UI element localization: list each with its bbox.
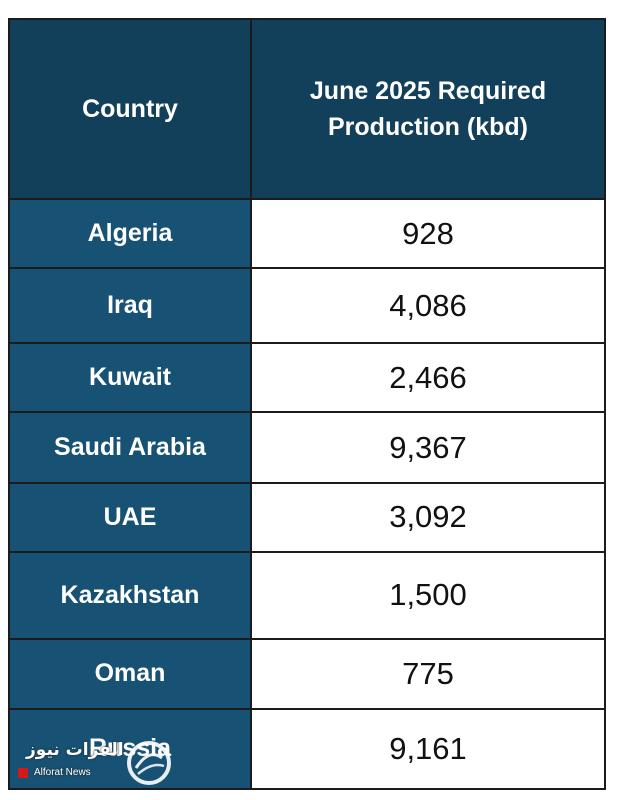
- production-value-cell: 1,500: [250, 550, 606, 640]
- production-value-cell: 928: [250, 198, 606, 270]
- production-column-header: June 2025 Required Production (kbd): [250, 17, 606, 201]
- country-header-label: Country: [82, 94, 178, 123]
- country-cell: Algeria: [8, 198, 252, 270]
- production-value-cell: 9,161: [250, 707, 606, 791]
- production-value-cell: 2,466: [250, 342, 606, 414]
- country-cell: Oman: [8, 637, 252, 710]
- production-value-cell: 4,086: [250, 267, 606, 345]
- production-header-line1: June 2025 Required: [309, 76, 547, 105]
- country-cell: Kazakhstan: [8, 550, 252, 640]
- country-cell: Saudi Arabia: [8, 411, 252, 484]
- production-table: Country June 2025 Required Production (k…: [8, 17, 606, 791]
- country-cell: Kuwait: [8, 342, 252, 414]
- country-column-header: Country: [8, 17, 252, 201]
- table-row: Iraq 4,086: [8, 267, 606, 345]
- country-cell: UAE: [8, 481, 252, 553]
- country-cell: Russia: [8, 707, 252, 791]
- production-value-cell: 775: [250, 637, 606, 710]
- table-row: Kuwait 2,466: [8, 342, 606, 414]
- table-row: UAE 3,092: [8, 481, 606, 553]
- production-value-cell: 9,367: [250, 411, 606, 484]
- watermark-arabic-text: الفرات نيوز: [26, 740, 124, 760]
- country-cell: Iraq: [8, 267, 252, 345]
- table-row: Russia 9,161: [8, 707, 606, 791]
- table-row: Oman 775: [8, 637, 606, 710]
- table-row: Kazakhstan 1,500: [8, 550, 606, 640]
- header-row: Country June 2025 Required Production (k…: [8, 17, 606, 201]
- table-row: Algeria 928: [8, 198, 606, 270]
- watermark-red-square: [18, 768, 28, 778]
- table-row: Saudi Arabia 9,367: [8, 411, 606, 484]
- production-table-container: Country June 2025 Required Production (k…: [8, 17, 606, 791]
- production-value-cell: 3,092: [250, 481, 606, 553]
- production-header-line2: Production (kbd): [328, 113, 528, 142]
- news-watermark: الفرات نيوز Alforat News: [14, 738, 174, 792]
- watermark-latin-text: Alforat News: [34, 767, 91, 778]
- alforat-logo-icon: [127, 741, 171, 785]
